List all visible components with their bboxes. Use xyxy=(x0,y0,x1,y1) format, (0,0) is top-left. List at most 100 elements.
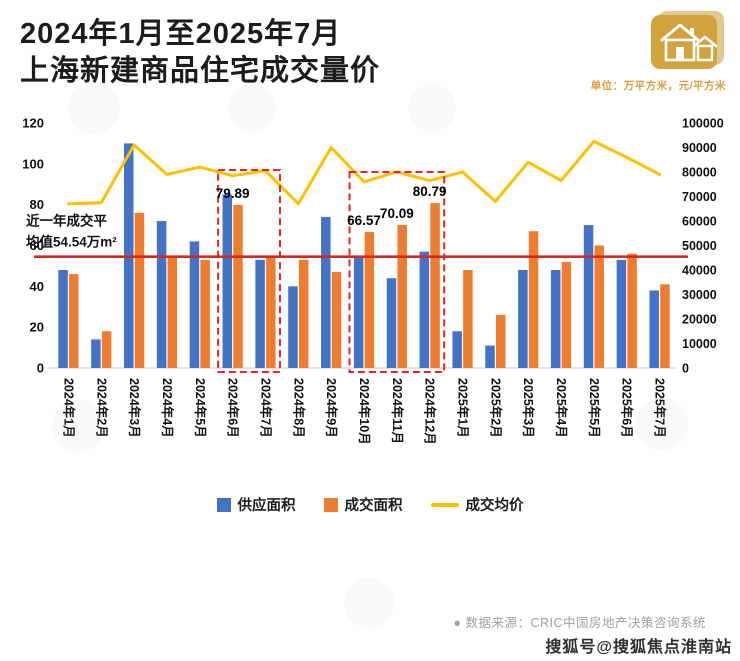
data-label: 79.89 xyxy=(216,186,250,201)
supply-bar xyxy=(189,241,200,369)
supply-bar xyxy=(616,260,627,369)
right-axis-tick: 100000 xyxy=(682,117,724,131)
supply-bar xyxy=(419,251,430,369)
supply-bar xyxy=(288,286,298,369)
data-label: 70.09 xyxy=(380,206,414,221)
supply-bar xyxy=(58,270,68,369)
watermark-circle xyxy=(344,578,394,628)
page-title: 2024年1月至2025年7月 上海新建商品住宅成交量价 xyxy=(20,16,722,90)
deal-bar xyxy=(101,331,112,369)
supply-swatch xyxy=(216,497,231,512)
house-icon xyxy=(651,11,724,69)
supply-bar xyxy=(386,278,397,369)
price-swatch xyxy=(430,502,459,507)
x-axis-label: 2025年6月 xyxy=(620,378,635,438)
deal-bar xyxy=(266,257,276,369)
deal-bar xyxy=(495,315,506,369)
x-axis-label: 2024年9月 xyxy=(324,378,339,438)
right-axis-tick: 10000 xyxy=(682,337,717,351)
x-axis-label: 2025年2月 xyxy=(488,378,503,438)
title-line-1: 2024年1月至2025年7月 xyxy=(20,18,342,50)
x-axis-label: 2025年7月 xyxy=(653,378,668,438)
data-source-text: 数据来源：CRIC中国房地产决策咨询系统 xyxy=(465,616,706,630)
supply-bar xyxy=(255,260,265,369)
x-axis-label: 2024年12月 xyxy=(423,378,438,445)
deal-bar xyxy=(660,284,670,369)
highlight-box xyxy=(348,171,446,374)
x-axis-label: 2024年5月 xyxy=(193,378,208,438)
supply-bar xyxy=(91,339,101,369)
supply-bar xyxy=(518,270,528,369)
deal-bar xyxy=(134,213,145,369)
x-axis-label: 2024年10月 xyxy=(357,378,372,445)
legend: 供应面积 成交面积 成交均价 xyxy=(0,494,740,515)
header: 2024年1月至2025年7月 上海新建商品住宅成交量价 单位：万平方米，元/平… xyxy=(0,0,740,93)
data-label: 80.79 xyxy=(413,184,447,199)
chart-canvas: 1201008060402001000009000080000700006000… xyxy=(22,116,724,445)
right-axis-tick: 20000 xyxy=(682,313,717,327)
deal-bar xyxy=(397,225,407,369)
x-axis-label: 2025年3月 xyxy=(521,378,536,438)
x-axis-label: 2024年2月 xyxy=(94,378,109,438)
x-axis-label: 2024年1月 xyxy=(61,378,76,438)
right-axis-tick: 70000 xyxy=(682,190,717,204)
x-axis-label: 2025年5月 xyxy=(587,378,602,438)
deal-bar xyxy=(627,253,637,369)
supply-bar xyxy=(485,345,495,369)
supply-bar xyxy=(583,225,594,369)
right-axis-tick: 90000 xyxy=(682,141,717,155)
bullet-icon: ● xyxy=(453,616,462,630)
supply-bar xyxy=(353,257,364,369)
right-axis-tick: 30000 xyxy=(682,288,717,302)
deal-bar xyxy=(200,260,210,369)
deal-bar xyxy=(528,231,539,369)
x-axis-label: 2024年7月 xyxy=(258,378,273,438)
deal-bar xyxy=(594,245,604,369)
x-axis-label: 2024年11月 xyxy=(390,378,405,444)
brand-block: 单位：万平方米，元/平方米 xyxy=(591,10,726,93)
supply-bar xyxy=(550,270,561,369)
x-axis-label: 2024年3月 xyxy=(127,378,142,438)
legend-item-deal: 成交面积 xyxy=(323,494,403,515)
left-axis-tick: 120 xyxy=(22,116,44,131)
right-axis-tick: 40000 xyxy=(682,264,717,278)
unit-label: 单位：万平方米，元/平方米 xyxy=(590,80,726,92)
legend-label-price: 成交均价 xyxy=(465,498,524,515)
left-axis-tick: 0 xyxy=(37,361,44,376)
deal-swatch xyxy=(323,497,338,512)
supply-bar xyxy=(452,331,462,369)
deal-bar xyxy=(364,232,375,369)
right-axis-tick: 0 xyxy=(682,362,689,376)
left-axis-tick: 80 xyxy=(30,197,44,212)
data-label: 66.57 xyxy=(347,213,381,228)
deal-bar xyxy=(463,270,473,369)
left-axis-tick: 40 xyxy=(30,279,44,294)
average-annotation-line1: 近一年成交平 xyxy=(26,213,107,229)
x-axis-label: 2024年6月 xyxy=(226,378,241,438)
legend-item-price: 成交均价 xyxy=(430,494,524,515)
supply-bar xyxy=(222,194,233,369)
x-axis-label: 2025年1月 xyxy=(456,378,471,438)
watermark: 搜狐号@搜狐焦点淮南站 xyxy=(545,639,732,656)
supply-bar xyxy=(321,217,331,369)
deal-bar xyxy=(69,274,79,369)
supply-bar xyxy=(649,290,659,369)
title-line-2: 上海新建商品住宅成交量价 xyxy=(20,55,381,88)
deal-bar xyxy=(298,260,309,369)
right-axis-tick: 60000 xyxy=(682,215,717,229)
x-axis-label: 2025年4月 xyxy=(554,378,569,438)
legend-label-supply: 供应面积 xyxy=(237,498,296,515)
price-line xyxy=(66,140,662,206)
right-axis-tick: 80000 xyxy=(682,166,717,180)
average-annotation-line2: 均值54.54万m² xyxy=(26,234,117,250)
legend-label-deal: 成交面积 xyxy=(344,498,403,515)
left-axis-tick: 100 xyxy=(22,157,44,172)
data-source: ● 数据来源：CRIC中国房地产决策咨询系统 xyxy=(453,612,706,631)
left-axis-tick: 20 xyxy=(30,320,44,335)
x-axis-label: 2024年4月 xyxy=(160,378,175,438)
deal-bar xyxy=(561,262,572,369)
deal-bar xyxy=(167,255,178,369)
left-axis-tick: 60 xyxy=(30,238,44,253)
right-axis-tick: 50000 xyxy=(682,239,717,253)
legend-item-supply: 供应面积 xyxy=(216,494,296,515)
